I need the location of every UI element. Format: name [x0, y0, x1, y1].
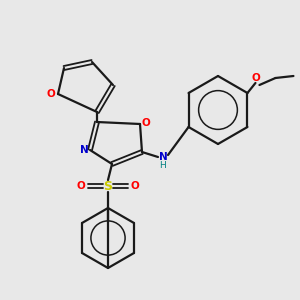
Text: N: N — [80, 145, 88, 155]
Text: O: O — [251, 73, 260, 83]
Text: H: H — [160, 160, 167, 169]
Text: N: N — [159, 152, 167, 162]
Text: O: O — [130, 181, 140, 191]
Text: O: O — [46, 89, 56, 99]
Text: O: O — [76, 181, 85, 191]
Text: S: S — [103, 179, 112, 193]
Text: O: O — [142, 118, 150, 128]
